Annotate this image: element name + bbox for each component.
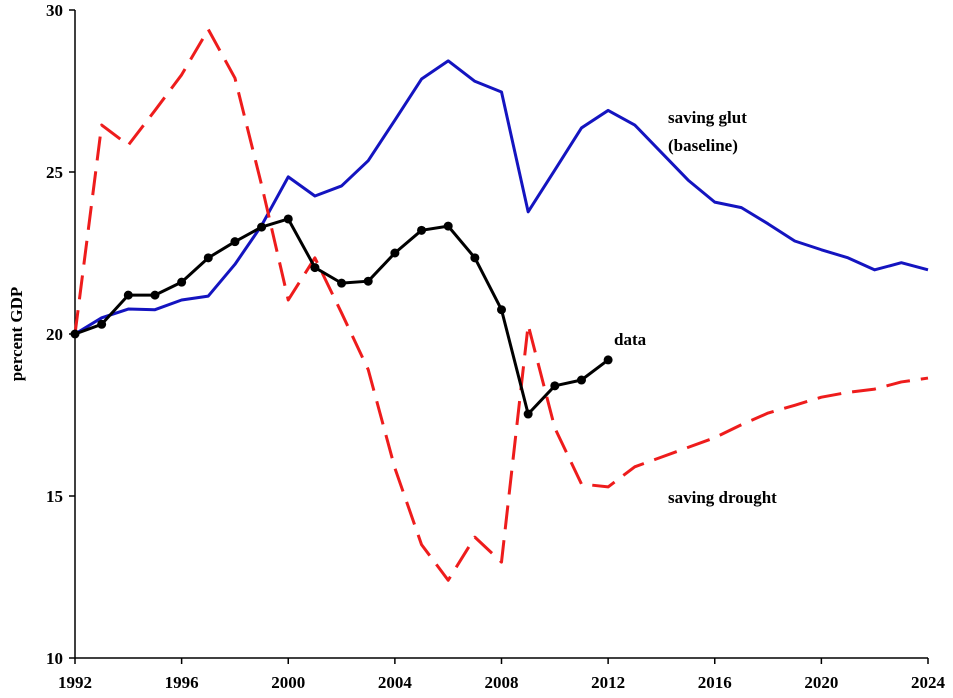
data-point xyxy=(150,290,160,300)
data-point xyxy=(203,253,213,263)
series-label: saving glut (baseline) xyxy=(668,108,747,155)
x-tick-label: 2008 xyxy=(485,673,519,692)
data-point xyxy=(470,253,480,263)
x-tick-label: 2004 xyxy=(378,673,413,692)
series-label: data xyxy=(614,330,647,349)
x-tick-label: 2016 xyxy=(698,673,732,692)
series-line xyxy=(73,27,929,582)
data-point xyxy=(177,277,187,287)
series-label: saving drought xyxy=(668,488,777,507)
data-point xyxy=(337,278,347,288)
data-point xyxy=(123,290,133,300)
x-tick-label: 1996 xyxy=(165,673,199,692)
y-tick-label: 20 xyxy=(46,325,63,344)
series-line xyxy=(74,59,929,336)
series-line xyxy=(74,217,610,416)
data-point xyxy=(283,214,293,224)
data-point xyxy=(603,355,613,365)
data-point xyxy=(443,221,453,231)
data-point xyxy=(390,248,400,258)
x-tick-label: 2020 xyxy=(804,673,838,692)
data-point xyxy=(310,263,320,273)
x-tick-label: 2000 xyxy=(271,673,305,692)
y-tick-label: 30 xyxy=(46,1,63,20)
y-tick-label: 25 xyxy=(46,163,63,182)
data-point xyxy=(523,409,533,419)
x-tick-label: 1992 xyxy=(58,673,92,692)
y-tick-label: 15 xyxy=(46,487,63,506)
data-point xyxy=(97,319,107,329)
data-point xyxy=(230,237,240,247)
y-tick-label: 10 xyxy=(46,649,63,668)
data-point xyxy=(417,225,427,235)
x-tick-label: 2012 xyxy=(591,673,625,692)
data-point xyxy=(576,375,586,385)
data-point xyxy=(497,305,506,315)
data-point xyxy=(257,222,267,232)
data-point xyxy=(70,329,80,339)
y-axis-label: percent GDP xyxy=(7,287,26,382)
data-point xyxy=(550,381,560,391)
x-tick-label: 2024 xyxy=(911,673,946,692)
data-point xyxy=(363,276,373,286)
